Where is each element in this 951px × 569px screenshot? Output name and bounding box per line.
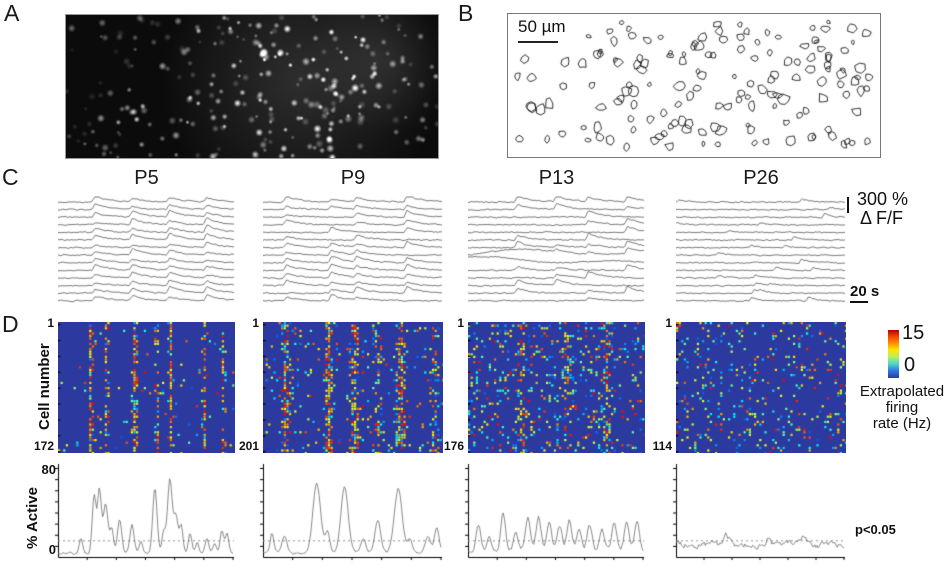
colorbar-label-line1: Extrapolated	[859, 383, 945, 400]
raster-canvas-1	[263, 322, 443, 453]
age-title-p5: P5	[134, 167, 159, 189]
time-scale-label: 20 s	[850, 283, 880, 300]
cell-count-1: 201	[238, 439, 259, 453]
trace-canvas-0	[58, 196, 235, 308]
active-plot-canvas-0	[49, 460, 235, 562]
panel-a-fluorescence-image	[65, 14, 439, 159]
panel-b-label: B	[458, 0, 474, 26]
cell-count-3: 114	[652, 439, 672, 453]
first-cell-label-3: 1	[665, 316, 672, 330]
active-plot-canvas-3	[667, 460, 846, 562]
active-plot-canvas-1	[254, 460, 443, 562]
panel-a-label: A	[4, 0, 20, 26]
colorbar	[888, 330, 899, 378]
scale-bar-label: 50 µm	[518, 17, 566, 36]
panel-b-cell-outlines-canvas	[508, 14, 878, 155]
first-cell-label-0: 1	[47, 316, 54, 330]
raster-canvas-2	[468, 322, 645, 453]
panel-c-label: C	[2, 164, 19, 190]
cell-count-2: 176	[443, 439, 464, 453]
colorbar-label: Extrapolated firing rate (Hz)	[853, 384, 951, 432]
colorbar-max: 15	[902, 322, 925, 344]
panel-b-roi-map: 50 µm	[507, 13, 881, 158]
first-cell-label-2: 1	[457, 316, 464, 330]
first-cell-label-1: 1	[252, 316, 259, 330]
dff-scale-value: 300 %	[857, 189, 909, 209]
age-title-p13: P13	[538, 167, 575, 189]
active-plot-canvas-2	[459, 460, 645, 562]
cell-count-0: 172	[33, 439, 54, 453]
panel-d-label: D	[2, 311, 19, 337]
trace-canvas-2	[468, 196, 645, 308]
colorbar-label-line2: firing	[885, 399, 919, 416]
age-title-p26: P26	[743, 167, 779, 189]
colorbar-min: 0	[904, 354, 916, 376]
percent-active-axis-label: % Active	[24, 487, 41, 549]
colorbar-label-line3: rate (Hz)	[872, 415, 932, 432]
trace-canvas-3	[676, 196, 846, 308]
scale-bar-line	[518, 41, 558, 43]
dff-scale-bar	[847, 197, 849, 213]
raster-canvas-3	[676, 322, 846, 453]
raster-canvas-0	[58, 322, 235, 453]
trace-canvas-1	[263, 196, 443, 308]
time-scale-bar	[850, 301, 868, 303]
cell-number-axis-label: Cell number	[36, 343, 53, 430]
age-title-p9: P9	[340, 167, 366, 189]
dff-scale-unit: Δ F/F	[860, 208, 904, 228]
significance-label: p<0.05	[855, 522, 896, 537]
